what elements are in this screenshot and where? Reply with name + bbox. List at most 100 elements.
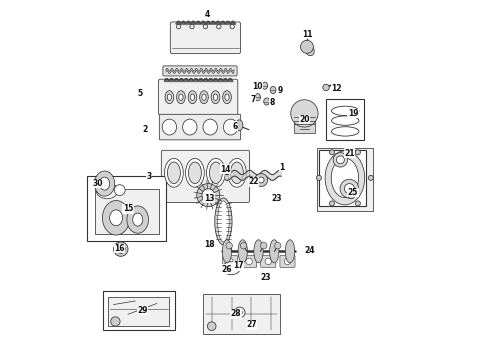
Ellipse shape xyxy=(211,91,220,104)
FancyBboxPatch shape xyxy=(242,255,257,267)
Ellipse shape xyxy=(188,91,197,104)
Ellipse shape xyxy=(117,245,125,253)
Ellipse shape xyxy=(176,24,181,29)
FancyBboxPatch shape xyxy=(222,255,238,267)
Ellipse shape xyxy=(183,119,197,135)
Ellipse shape xyxy=(190,94,195,100)
Ellipse shape xyxy=(337,156,344,164)
Bar xyxy=(87,176,166,241)
Ellipse shape xyxy=(347,192,355,199)
FancyBboxPatch shape xyxy=(280,255,295,267)
Text: 10: 10 xyxy=(252,82,262,91)
Ellipse shape xyxy=(223,119,238,135)
Ellipse shape xyxy=(332,116,359,125)
Ellipse shape xyxy=(332,106,359,116)
Ellipse shape xyxy=(186,158,204,187)
Text: 2: 2 xyxy=(143,125,148,134)
Ellipse shape xyxy=(340,179,359,198)
Text: 24: 24 xyxy=(304,246,315,255)
Ellipse shape xyxy=(291,100,318,127)
Text: 11: 11 xyxy=(302,30,312,39)
FancyBboxPatch shape xyxy=(159,114,241,140)
Text: 27: 27 xyxy=(246,320,257,329)
Ellipse shape xyxy=(332,127,359,136)
Text: 29: 29 xyxy=(137,306,147,315)
FancyBboxPatch shape xyxy=(163,66,237,76)
Ellipse shape xyxy=(329,150,335,155)
Ellipse shape xyxy=(355,150,360,155)
Ellipse shape xyxy=(274,242,281,249)
Ellipse shape xyxy=(222,91,231,104)
Ellipse shape xyxy=(203,24,208,29)
Text: 12: 12 xyxy=(331,84,342,93)
Ellipse shape xyxy=(209,162,222,184)
Ellipse shape xyxy=(97,183,118,199)
Ellipse shape xyxy=(165,158,183,187)
Ellipse shape xyxy=(325,151,365,205)
Ellipse shape xyxy=(234,307,245,318)
Ellipse shape xyxy=(127,206,148,233)
Ellipse shape xyxy=(95,171,115,196)
Ellipse shape xyxy=(102,201,130,235)
Ellipse shape xyxy=(323,84,329,91)
Ellipse shape xyxy=(207,158,225,187)
Ellipse shape xyxy=(176,91,185,104)
Ellipse shape xyxy=(179,94,183,100)
Text: 3: 3 xyxy=(146,172,151,181)
Ellipse shape xyxy=(168,162,180,184)
Ellipse shape xyxy=(270,86,276,94)
Bar xyxy=(294,112,315,133)
Text: 5: 5 xyxy=(137,89,143,98)
Ellipse shape xyxy=(255,174,268,186)
Ellipse shape xyxy=(230,24,234,29)
Ellipse shape xyxy=(317,175,321,180)
Ellipse shape xyxy=(199,91,208,104)
Text: 18: 18 xyxy=(204,240,215,249)
Ellipse shape xyxy=(167,94,171,100)
Text: 13: 13 xyxy=(204,194,214,202)
Ellipse shape xyxy=(99,177,110,190)
Ellipse shape xyxy=(270,240,279,263)
Ellipse shape xyxy=(110,210,122,226)
Ellipse shape xyxy=(165,91,174,104)
Text: 22: 22 xyxy=(248,177,259,186)
Ellipse shape xyxy=(344,184,354,194)
Text: 19: 19 xyxy=(348,109,358,118)
Ellipse shape xyxy=(237,310,243,315)
Ellipse shape xyxy=(285,240,294,263)
Ellipse shape xyxy=(368,175,373,180)
Ellipse shape xyxy=(258,177,264,183)
Ellipse shape xyxy=(197,184,220,207)
Ellipse shape xyxy=(226,242,232,249)
FancyBboxPatch shape xyxy=(171,22,241,54)
Ellipse shape xyxy=(114,242,128,256)
Text: 16: 16 xyxy=(115,244,125,253)
Ellipse shape xyxy=(333,153,347,167)
Bar xyxy=(103,291,175,330)
Ellipse shape xyxy=(305,45,314,56)
Ellipse shape xyxy=(190,24,194,29)
Ellipse shape xyxy=(227,258,233,265)
Text: 8: 8 xyxy=(270,98,275,107)
Text: 6: 6 xyxy=(233,122,238,131)
Ellipse shape xyxy=(262,82,268,89)
Ellipse shape xyxy=(264,98,270,105)
Bar xyxy=(108,297,170,326)
Text: 1: 1 xyxy=(279,163,285,172)
Ellipse shape xyxy=(246,258,252,265)
Bar xyxy=(319,150,366,206)
Ellipse shape xyxy=(133,213,143,226)
Text: 21: 21 xyxy=(344,149,355,158)
Ellipse shape xyxy=(207,322,216,330)
FancyBboxPatch shape xyxy=(159,79,238,115)
Ellipse shape xyxy=(111,317,120,326)
Text: 4: 4 xyxy=(205,10,210,19)
Text: 26: 26 xyxy=(222,265,232,274)
Text: 25: 25 xyxy=(348,188,358,197)
Ellipse shape xyxy=(217,24,221,29)
Ellipse shape xyxy=(329,201,335,206)
Ellipse shape xyxy=(202,189,215,202)
Ellipse shape xyxy=(203,119,218,135)
Ellipse shape xyxy=(230,162,244,184)
Text: 9: 9 xyxy=(278,86,283,95)
